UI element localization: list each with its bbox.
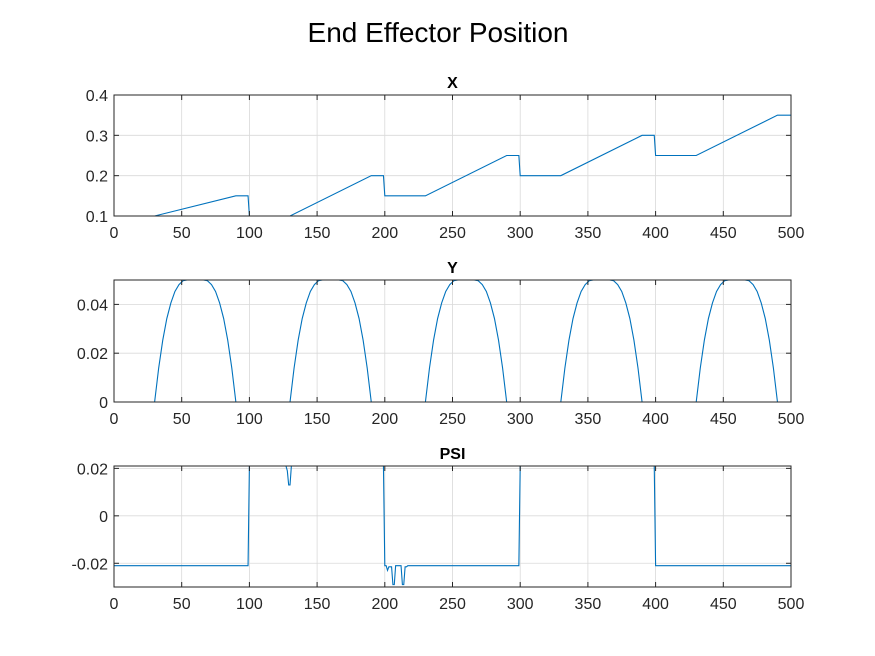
psi-subplot-title: PSI <box>440 446 466 463</box>
x-series-line <box>114 114 791 217</box>
y-xtick-label-5: 250 <box>439 411 466 428</box>
psi-xtick-label-6: 300 <box>507 596 534 613</box>
y-xtick-label-7: 350 <box>575 411 602 428</box>
figure-title: End Effector Position <box>308 17 569 48</box>
psi-series-line <box>114 465 791 586</box>
y-xtick-label-9: 450 <box>710 411 737 428</box>
psi-xtick-label-2: 100 <box>236 596 263 613</box>
x-subplot-title: X <box>447 75 458 92</box>
x-xtick-label-6: 300 <box>507 225 534 242</box>
y-subplot-title: Y <box>447 260 458 277</box>
subplot-psi: 0 50 100 150 200 250 300 350 400 450 500 -0.02 0 0.02… <box>72 446 805 613</box>
y-xtick-label-1: 50 <box>173 411 191 428</box>
psi-xtick-label-8: 400 <box>642 596 669 613</box>
y-ytick-label-0: 0 <box>99 395 108 412</box>
x-xtick-label-9: 450 <box>710 225 737 242</box>
psi-xtick-label-4: 200 <box>371 596 398 613</box>
psi-xtick-label-0: 0 <box>110 596 119 613</box>
x-ytick-label-0: 0.1 <box>86 209 108 226</box>
y-xtick-label-6: 300 <box>507 411 534 428</box>
psi-ytick-label-0: -0.02 <box>72 556 109 573</box>
y-ytick-label-1: 0.02 <box>77 346 108 363</box>
x-ytick-label-3: 0.4 <box>86 88 108 105</box>
x-xtick-label-0: 0 <box>110 225 119 242</box>
x-xtick-label-1: 50 <box>173 225 191 242</box>
subplot-y: 0 50 100 150 200 250 300 350 400 450 500 0 0.02 0.04 Y <box>77 260 805 428</box>
x-xtick-label-4: 200 <box>371 225 398 242</box>
psi-xtick-label-9: 450 <box>710 596 737 613</box>
y-ytick-label-2: 0.04 <box>77 297 108 314</box>
y-xtick-label-10: 500 <box>778 411 805 428</box>
x-ytick-label-1: 0.2 <box>86 169 108 186</box>
psi-ytick-label-2: 0.02 <box>77 461 108 478</box>
psi-ytick-label-1: 0 <box>99 509 108 526</box>
psi-xtick-label-5: 250 <box>439 596 466 613</box>
y-xtick-label-2: 100 <box>236 411 263 428</box>
x-xtick-label-10: 500 <box>778 225 805 242</box>
x-xtick-label-2: 100 <box>236 225 263 242</box>
x-ytick-label-2: 0.3 <box>86 128 108 145</box>
y-xtick-label-3: 150 <box>304 411 331 428</box>
x-xtick-label-7: 350 <box>575 225 602 242</box>
psi-xtick-label-10: 500 <box>778 596 805 613</box>
y-xtick-label-0: 0 <box>110 411 119 428</box>
x-xtick-label-5: 250 <box>439 225 466 242</box>
psi-xtick-label-3: 150 <box>304 596 331 613</box>
y-xtick-label-8: 400 <box>642 411 669 428</box>
x-xtick-label-3: 150 <box>304 225 331 242</box>
psi-xtick-label-7: 350 <box>575 596 602 613</box>
subplot-x: 0 50 100 150 200 250 300 350 400 450 500 0.1 0.2 0.3 0… <box>86 75 805 242</box>
x-xtick-label-8: 400 <box>642 225 669 242</box>
y-xtick-label-4: 200 <box>371 411 398 428</box>
psi-xtick-label-1: 50 <box>173 596 191 613</box>
